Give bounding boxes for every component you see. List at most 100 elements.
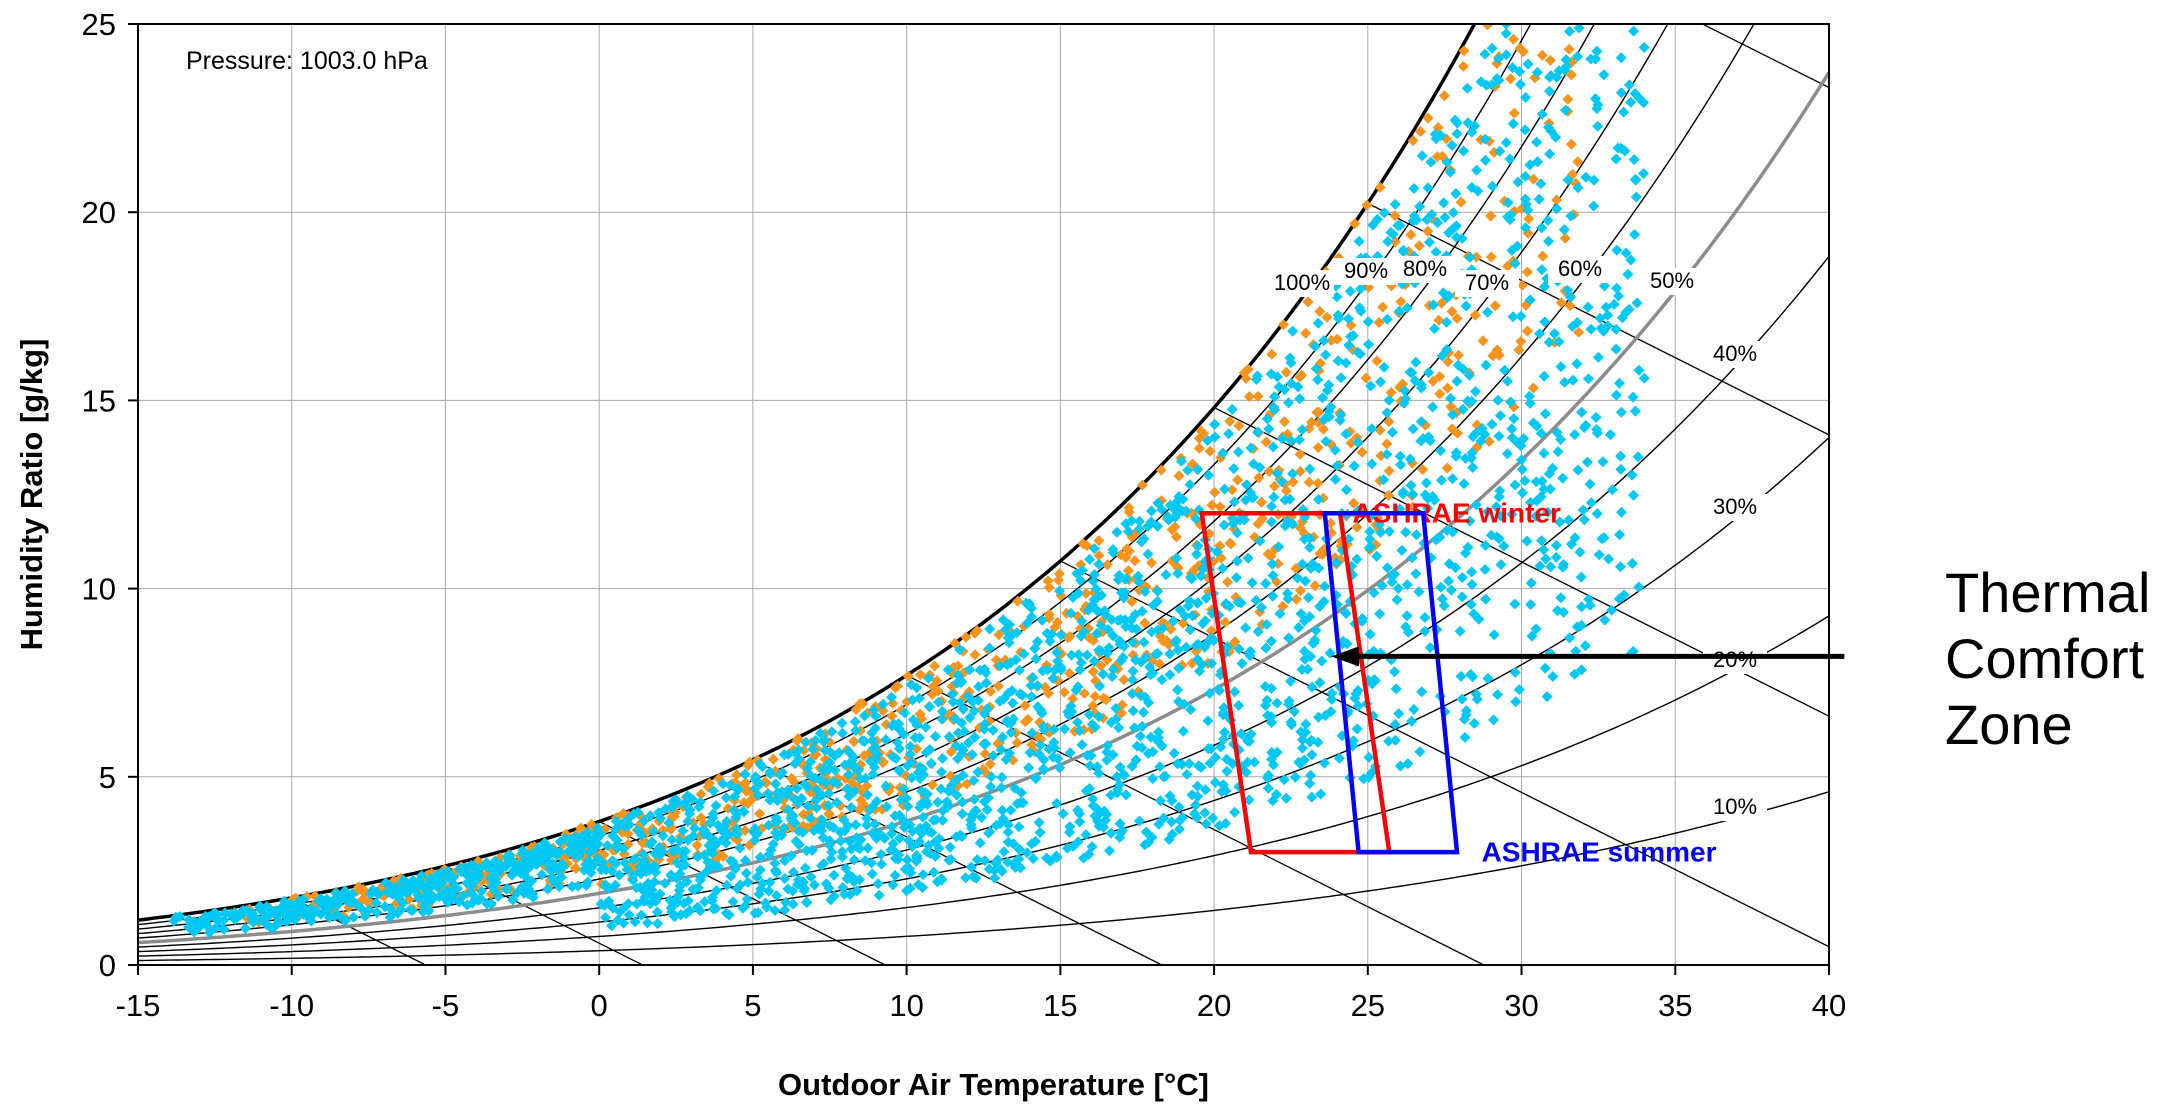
data-point	[1565, 138, 1577, 150]
data-point	[1490, 501, 1502, 513]
data-point	[1117, 651, 1129, 663]
data-point	[731, 769, 743, 781]
data-point	[1262, 548, 1274, 560]
data-point	[928, 866, 940, 878]
rh-label: 10%	[1713, 794, 1757, 819]
data-point	[1536, 535, 1548, 547]
data-point	[1240, 766, 1252, 778]
data-point	[570, 863, 582, 875]
data-point	[254, 900, 266, 912]
data-point	[1447, 207, 1459, 219]
data-point	[1348, 460, 1360, 472]
data-point	[1325, 335, 1337, 346]
data-point	[838, 814, 850, 826]
data-point	[1534, 560, 1546, 572]
data-point	[1630, 173, 1641, 185]
data-point	[881, 801, 893, 813]
data-point	[924, 848, 936, 859]
data-point	[1076, 564, 1088, 576]
data-point	[1107, 630, 1119, 642]
data-point	[1287, 468, 1299, 480]
data-point	[826, 846, 838, 858]
data-point	[278, 895, 290, 907]
data-point	[1123, 545, 1135, 557]
data-point	[1245, 442, 1257, 454]
data-point	[1580, 171, 1592, 183]
data-point	[644, 810, 656, 822]
data-point	[904, 748, 916, 760]
data-point	[1569, 429, 1581, 441]
data-point	[1166, 828, 1178, 840]
data-point	[1142, 548, 1154, 560]
data-point	[749, 834, 761, 846]
rh-label-background	[1548, 256, 1612, 283]
data-point	[1312, 317, 1324, 329]
data-point	[692, 851, 704, 863]
data-point	[1493, 74, 1505, 86]
data-point	[1101, 559, 1113, 571]
data-point	[995, 782, 1007, 794]
data-point	[578, 864, 590, 876]
data-point	[210, 922, 222, 934]
data-point	[1464, 515, 1476, 527]
data-point	[1422, 182, 1434, 194]
data-point	[1013, 853, 1025, 865]
data-point	[682, 816, 694, 827]
callout-line: Comfort	[1945, 627, 2145, 690]
data-point	[1471, 164, 1483, 176]
data-point	[606, 920, 618, 932]
data-point	[1441, 316, 1453, 328]
data-point	[1195, 761, 1207, 773]
data-point	[1186, 573, 1198, 585]
data-point	[1224, 415, 1236, 427]
data-point	[1135, 656, 1147, 668]
data-point	[1018, 648, 1030, 660]
data-point	[677, 825, 689, 837]
data-point	[1027, 853, 1039, 865]
data-point	[1010, 654, 1022, 666]
data-point	[1457, 403, 1469, 415]
data-point	[779, 904, 791, 916]
data-point	[1439, 212, 1451, 223]
data-point	[1087, 793, 1099, 805]
data-point	[1178, 698, 1190, 710]
data-point	[1486, 418, 1498, 430]
data-point	[1267, 570, 1279, 581]
data-point	[445, 872, 457, 884]
data-point	[1147, 599, 1159, 611]
data-point	[802, 800, 814, 812]
data-point	[1287, 518, 1299, 530]
data-point	[1214, 501, 1226, 513]
plot-border	[137, 23, 1830, 966]
data-point	[1455, 670, 1467, 682]
data-point	[1075, 657, 1087, 669]
data-point	[1352, 346, 1364, 358]
data-point	[1260, 642, 1272, 654]
data-point	[899, 816, 911, 828]
data-point	[621, 864, 633, 875]
data-point	[1344, 285, 1356, 297]
data-point	[1483, 436, 1495, 447]
data-point	[1083, 709, 1095, 721]
data-point	[836, 717, 848, 729]
data-point	[1595, 322, 1607, 334]
data-point	[1462, 541, 1474, 553]
data-point	[898, 783, 910, 795]
data-point	[1317, 392, 1329, 404]
data-point	[888, 845, 900, 857]
data-point	[1226, 403, 1238, 415]
data-point	[1522, 58, 1534, 70]
data-point	[1519, 193, 1531, 205]
data-point	[1429, 323, 1440, 335]
data-point	[845, 843, 857, 855]
data-point	[710, 800, 722, 812]
data-point	[1305, 562, 1317, 574]
data-point	[273, 905, 285, 917]
x-tick-label: -10	[269, 988, 314, 1023]
data-point	[816, 825, 828, 837]
data-point	[1098, 821, 1109, 833]
data-point	[613, 820, 625, 832]
data-point	[753, 888, 765, 900]
data-point	[717, 851, 729, 862]
data-point	[1304, 463, 1316, 475]
